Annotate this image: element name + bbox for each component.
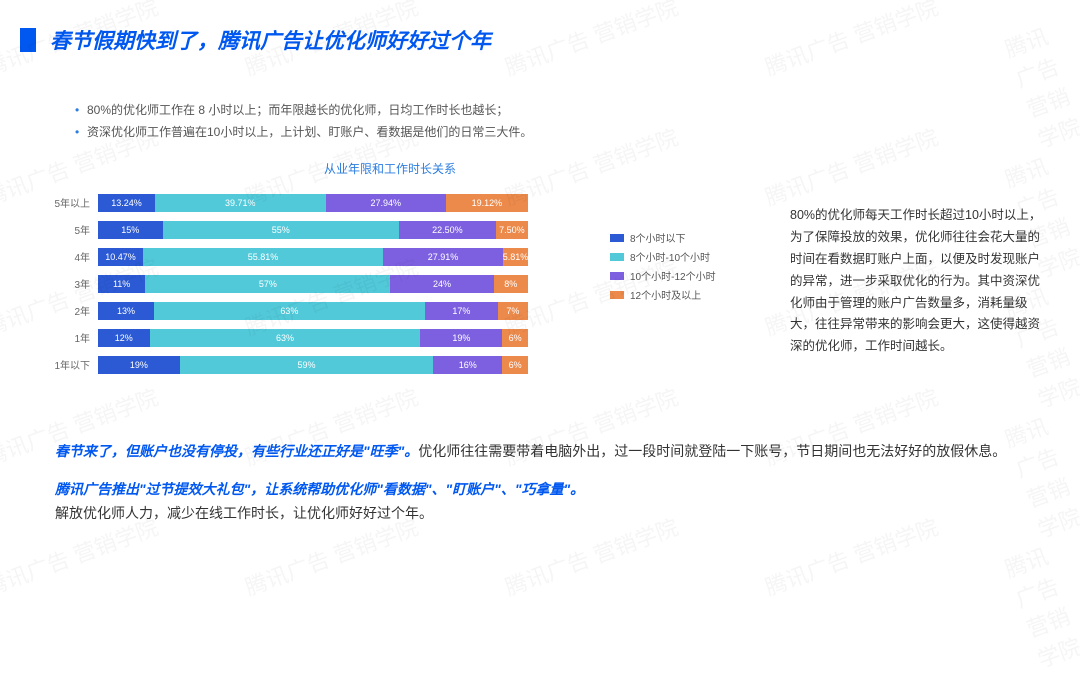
bottom-p1-rest: 优化师往往需要带着电脑外出，过一段时间就登陆一下账号，节日期间也无法好好的放假休… <box>418 443 1006 459</box>
legend-item: 8个小时-10个小时 <box>610 249 716 264</box>
accent-bar <box>20 28 36 52</box>
bar-segment: 6% <box>502 356 528 374</box>
chart-row: 5年以上13.24%39.71%27.94%19.12% <box>50 189 730 216</box>
bar-segment: 7.50% <box>496 221 528 239</box>
legend-label: 12个小时及以上 <box>630 287 701 302</box>
legend-swatch <box>610 272 624 280</box>
side-paragraph: 80%的优化师每天工作时长超过10小时以上，为了保障投放的效果，优化师往往会花大… <box>790 205 1050 358</box>
bar-segment: 16% <box>433 356 502 374</box>
bar-segment: 55.81% <box>143 248 383 266</box>
bar-segment: 12% <box>98 329 150 347</box>
bar-track: 15%55%22.50%7.50% <box>98 221 528 239</box>
bar-track: 13.24%39.71%27.94%19.12% <box>98 194 528 212</box>
bar-segment: 24% <box>390 275 493 293</box>
bottom-p1-em: 春节来了，但账户也没有停投，有些行业还正好是"旺季"。 <box>55 443 418 459</box>
bullet-list: 80%的优化师工作在 8 小时以上；而年限越长的优化师，日均工作时长也越长；资深… <box>75 100 1080 143</box>
bar-segment: 15% <box>98 221 163 239</box>
bullet-item: 资深优化师工作普遍在10小时以上，上计划、盯账户、看数据是他们的日常三大件。 <box>75 122 1080 144</box>
page-title: 春节假期快到了，腾讯广告让优化师好好过个年 <box>50 25 491 55</box>
chart-title: 从业年限和工作时长关系 <box>50 160 730 177</box>
bar-segment: 8% <box>494 275 528 293</box>
legend-swatch <box>610 291 624 299</box>
chart-row: 1年以下19%59%16%6% <box>50 351 730 378</box>
bar-segment: 7% <box>498 302 528 320</box>
bar-segment: 19% <box>98 356 180 374</box>
bar-track: 10.47%55.81%27.91%5.81% <box>98 248 528 266</box>
bar-track: 11%57%24%8% <box>98 275 528 293</box>
legend-label: 8个小时-10个小时 <box>630 249 710 264</box>
legend-label: 10个小时-12个小时 <box>630 268 716 283</box>
bottom-p2-em: 腾讯广告推出"过节提效大礼包"，让系统帮助优化师"看数据"、"盯账户"、"巧拿量… <box>55 481 584 497</box>
header: 春节假期快到了，腾讯广告让优化师好好过个年 <box>0 0 1080 55</box>
y-axis-label: 5年以上 <box>50 195 98 210</box>
bar-segment: 22.50% <box>399 221 496 239</box>
legend-item: 8个小时以下 <box>610 230 716 245</box>
y-axis-label: 2年 <box>50 303 98 318</box>
bar-segment: 27.94% <box>326 194 446 212</box>
legend-item: 12个小时及以上 <box>610 287 716 302</box>
bar-segment: 6% <box>502 329 528 347</box>
bar-segment: 39.71% <box>155 194 326 212</box>
bar-segment: 59% <box>180 356 434 374</box>
bar-segment: 27.91% <box>383 248 503 266</box>
bar-segment: 13.24% <box>98 194 155 212</box>
bar-track: 12%63%19%6% <box>98 329 528 347</box>
chart-row: 1年12%63%19%6% <box>50 324 730 351</box>
bar-segment: 10.47% <box>98 248 143 266</box>
bar-segment: 57% <box>145 275 390 293</box>
bar-segment: 17% <box>425 302 498 320</box>
bar-segment: 5.81% <box>503 248 528 266</box>
bottom-p2: 腾讯广告推出"过节提效大礼包"，让系统帮助优化师"看数据"、"盯账户"、"巧拿量… <box>55 478 1025 526</box>
y-axis-label: 3年 <box>50 276 98 291</box>
bottom-p1: 春节来了，但账户也没有停投，有些行业还正好是"旺季"。优化师往往需要带着电脑外出… <box>55 440 1025 464</box>
legend-swatch <box>610 253 624 261</box>
bar-segment: 19.12% <box>446 194 528 212</box>
y-axis-label: 5年 <box>50 222 98 237</box>
legend-label: 8个小时以下 <box>630 230 686 245</box>
bottom-section: 春节来了，但账户也没有停投，有些行业还正好是"旺季"。优化师往往需要带着电脑外出… <box>55 440 1025 539</box>
bar-segment: 13% <box>98 302 154 320</box>
bar-segment: 63% <box>150 329 421 347</box>
bar-segment: 19% <box>420 329 502 347</box>
bar-segment: 11% <box>98 275 145 293</box>
bullet-item: 80%的优化师工作在 8 小时以上；而年限越长的优化师，日均工作时长也越长； <box>75 100 1080 122</box>
y-axis-label: 1年以下 <box>50 357 98 372</box>
bar-segment: 55% <box>163 221 400 239</box>
legend-swatch <box>610 234 624 242</box>
legend-item: 10个小时-12个小时 <box>610 268 716 283</box>
bar-segment: 63% <box>154 302 425 320</box>
bar-track: 13%63%17%7% <box>98 302 528 320</box>
chart: 从业年限和工作时长关系 5年以上13.24%39.71%27.94%19.12%… <box>50 160 730 378</box>
y-axis-label: 1年 <box>50 330 98 345</box>
chart-legend: 8个小时以下 8个小时-10个小时 10个小时-12个小时 12个小时及以上 <box>610 230 716 306</box>
bar-track: 19%59%16%6% <box>98 356 528 374</box>
bottom-p2-rest: 解放优化师人力，减少在线工作时长，让优化师好好过个年。 <box>55 505 433 521</box>
y-axis-label: 4年 <box>50 249 98 264</box>
